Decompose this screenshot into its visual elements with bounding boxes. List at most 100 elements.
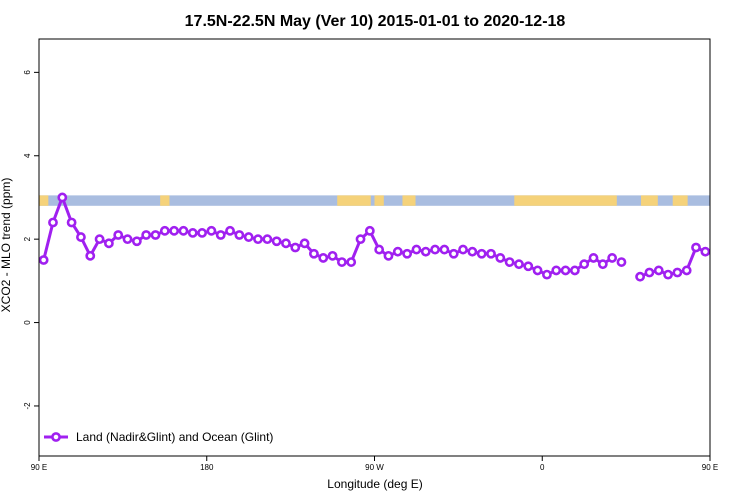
landmask-band xyxy=(39,195,710,206)
data-point xyxy=(243,232,254,242)
data-point xyxy=(532,265,543,276)
data-point xyxy=(486,248,496,259)
data-point xyxy=(467,246,478,257)
data-point xyxy=(597,259,608,270)
y-tick-label: 2 xyxy=(23,236,32,241)
data-point xyxy=(392,246,403,257)
data-point xyxy=(691,242,701,253)
data-point xyxy=(644,267,655,278)
chart-title: 17.5N-22.5N May (Ver 10) 2015-01-01 to 2… xyxy=(185,13,566,30)
data-point xyxy=(38,255,49,265)
data-point xyxy=(355,234,366,245)
data-point xyxy=(309,248,319,259)
data-point xyxy=(113,230,124,240)
data-point xyxy=(66,217,77,228)
data-point xyxy=(94,234,105,245)
data-point xyxy=(523,261,534,272)
data-point xyxy=(57,192,68,203)
land-segment xyxy=(641,195,658,206)
data-point xyxy=(411,244,422,255)
data-point xyxy=(504,257,515,267)
data-point xyxy=(131,236,142,247)
data-point xyxy=(346,257,357,267)
land-segment xyxy=(39,195,49,206)
data-point xyxy=(215,230,226,240)
data-point xyxy=(122,234,133,245)
data-point xyxy=(700,246,711,257)
data-point xyxy=(206,225,217,236)
land-segment xyxy=(160,195,170,206)
data-point xyxy=(420,246,431,257)
data-point xyxy=(663,269,673,280)
data-point xyxy=(542,269,552,280)
y-axis-label: XCO2 - MLO trend (ppm) xyxy=(0,178,13,313)
y-tick-label: 4 xyxy=(23,153,32,158)
data-point xyxy=(48,217,58,228)
data-point xyxy=(178,225,189,236)
land-segment xyxy=(514,195,617,206)
plot-frame xyxy=(38,38,711,457)
data-point xyxy=(374,244,385,255)
data-point xyxy=(635,271,646,282)
land-segment xyxy=(374,195,384,206)
data-point xyxy=(681,265,692,276)
data-point xyxy=(234,230,245,240)
y-tick-label: -2 xyxy=(23,402,32,410)
x-tick-label: 0 xyxy=(540,463,545,472)
data-point xyxy=(76,232,86,242)
data-point xyxy=(616,257,627,267)
data-point xyxy=(476,248,487,259)
data-point xyxy=(607,253,618,263)
x-tick-label: 90 E xyxy=(31,463,47,472)
data-point xyxy=(569,265,580,276)
data-point xyxy=(402,248,413,259)
data-point xyxy=(225,225,235,236)
x-tick-label: 90 E xyxy=(702,463,718,472)
data-point xyxy=(672,267,683,278)
data-point xyxy=(588,253,599,263)
x-tick-label: 90 W xyxy=(365,463,384,472)
data-point xyxy=(103,238,114,249)
y-tick-label: 6 xyxy=(23,70,32,75)
data-point xyxy=(197,228,207,238)
data-point xyxy=(514,259,524,270)
x-tick-label: 180 xyxy=(200,463,214,472)
data-point xyxy=(458,244,468,255)
data-point xyxy=(299,238,310,249)
data-point xyxy=(653,265,664,276)
data-point xyxy=(579,259,590,270)
data-point xyxy=(439,244,450,255)
data-point xyxy=(169,225,180,236)
land-segment xyxy=(402,195,416,206)
data-point xyxy=(364,225,375,236)
data-point xyxy=(560,265,571,276)
legend-entry: Land (Nadir&Glint) and Ocean (Glint) xyxy=(76,430,273,444)
data-point xyxy=(141,230,152,240)
legend: Land (Nadir&Glint) and Ocean (Glint) xyxy=(44,430,273,444)
x-axis-label: Longitude (deg E) xyxy=(327,477,422,491)
data-point xyxy=(281,238,291,249)
data-point xyxy=(383,250,394,261)
data-point xyxy=(85,250,96,261)
series-layer xyxy=(38,192,711,282)
legend-swatch-marker xyxy=(51,432,61,442)
data-point xyxy=(159,225,170,236)
data-point xyxy=(336,257,347,267)
data-point xyxy=(327,250,338,261)
data-point xyxy=(448,248,459,259)
data-point xyxy=(253,234,263,245)
data-point xyxy=(290,242,301,253)
data-point xyxy=(262,234,273,245)
y-tick-label: 0 xyxy=(23,320,32,325)
axes: 90 E 180 90 W 0 90 E -2 0 2 4 6 xyxy=(23,70,718,472)
data-point xyxy=(495,253,506,263)
land-segment xyxy=(672,195,688,206)
data-point xyxy=(271,236,282,247)
data-point xyxy=(551,265,562,276)
land-segment xyxy=(337,195,371,206)
data-point xyxy=(187,228,198,238)
data-point xyxy=(430,244,440,255)
data-point xyxy=(150,230,161,240)
data-point xyxy=(318,253,329,263)
